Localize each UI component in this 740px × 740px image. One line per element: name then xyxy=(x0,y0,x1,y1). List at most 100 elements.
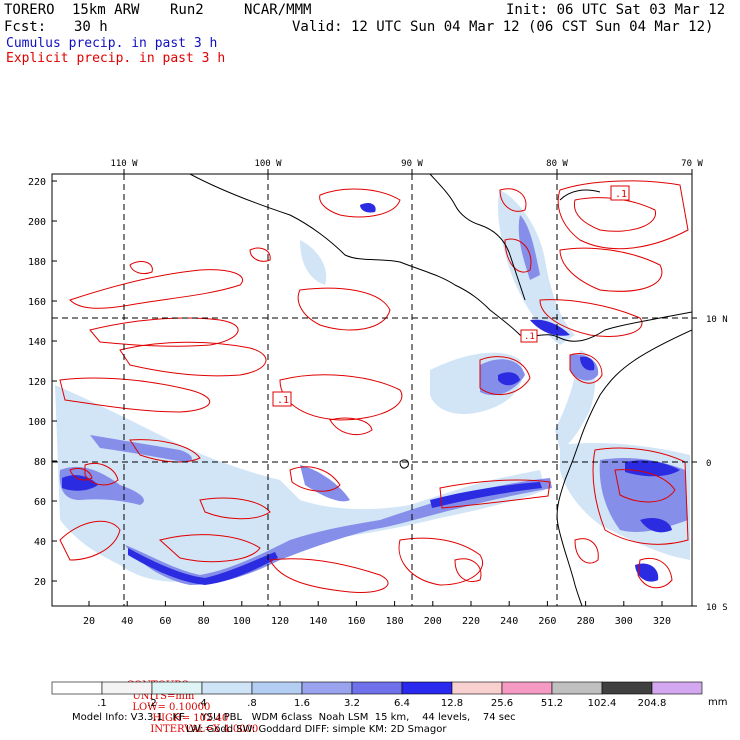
x-tick-label: 260 xyxy=(538,616,556,627)
contour-16 xyxy=(557,180,689,250)
y-tick-label: 160 xyxy=(28,297,46,308)
cumulus-core-7 xyxy=(640,518,672,533)
lat-label: 10 N xyxy=(706,315,728,325)
contour-13 xyxy=(269,558,389,594)
explicit-legend: Explicit precip. in past 3 h xyxy=(6,51,226,66)
y-tick-label: 180 xyxy=(28,257,46,268)
contour-5 xyxy=(297,287,391,331)
model-info-line: Model Info: V3.3.1 KF YSU PBL WDM 6class… xyxy=(72,712,516,723)
contour-33 xyxy=(129,261,153,275)
y-tick-label: 120 xyxy=(28,377,46,388)
y-tick-label: 60 xyxy=(34,497,46,508)
box-label-2: .1 xyxy=(610,185,630,201)
box-label-3: .1 xyxy=(520,329,538,343)
lon-label: 100 W xyxy=(254,159,282,169)
forecast-hours: 30 h xyxy=(74,19,108,35)
contour-15 xyxy=(454,558,482,583)
y-tick-label: 220 xyxy=(28,177,46,188)
bottom-x-axis: 20 40 60 80 100 120 140 160 180 200 220 240 260 280 30… xyxy=(83,601,671,627)
contour-24 xyxy=(614,469,676,503)
valid-time: Valid: 12 UTC Sun 04 Mar 12 (06 CST Sun … xyxy=(292,19,714,35)
contour-1 xyxy=(69,269,243,309)
x-tick-label: 240 xyxy=(500,616,518,627)
contour-6 xyxy=(279,374,403,421)
cumulus-core-10 xyxy=(530,319,570,336)
contour-10 xyxy=(69,467,93,481)
x-tick-label: 220 xyxy=(462,616,480,627)
contours-interval: INTERVAL=X 4.0000 xyxy=(150,724,259,735)
x-tick-label: 60 xyxy=(159,616,171,627)
x-tick-label: 120 xyxy=(271,616,289,627)
box-label-2-text: .1 xyxy=(615,189,627,200)
x-tick-label: 100 xyxy=(233,616,251,627)
physics-info-line: LW: Godd SW: Goddard DIFF: simple KM: 2D… xyxy=(186,724,447,735)
x-tick-label: 180 xyxy=(386,616,404,627)
cumulus-core-1 xyxy=(128,548,278,585)
x-tick-label: 300 xyxy=(615,616,633,627)
contour-32 xyxy=(249,247,271,262)
contour-7 xyxy=(329,417,373,436)
contour-3 xyxy=(119,341,267,377)
contour-9 xyxy=(84,463,119,486)
x-tick-label: 20 xyxy=(83,616,95,627)
contour-22 xyxy=(504,238,532,273)
x-tick-label: 200 xyxy=(424,616,442,627)
contour-25 xyxy=(637,557,673,589)
top-lon-axis: 110 W 100 W 90 W 80 W 70 W xyxy=(110,159,703,174)
lat-label: 10 S xyxy=(706,603,728,613)
contour-11 xyxy=(289,466,341,492)
y-tick-label: 200 xyxy=(28,217,46,228)
model-name: TORERO xyxy=(4,2,55,18)
contour-30 xyxy=(158,534,261,563)
left-y-axis: 220 200 180 160 140 120 100 80 60 40 20 xyxy=(28,177,57,588)
contour-4 xyxy=(59,377,211,413)
org-label: NCAR/MMM xyxy=(244,2,312,18)
run-label: Run2 xyxy=(170,2,204,18)
cumulus-legend: Cumulus precip. in past 3 h xyxy=(6,36,218,51)
contour-19 xyxy=(539,299,643,337)
contour-29 xyxy=(439,479,551,509)
y-tick-label: 40 xyxy=(34,537,46,548)
contour-14 xyxy=(398,537,483,586)
contour-21 xyxy=(499,188,527,212)
x-tick-label: 140 xyxy=(309,616,327,627)
cumulus-core-5 xyxy=(498,372,520,386)
y-tick-label: 140 xyxy=(28,337,46,348)
contour-8 xyxy=(129,439,201,463)
lat-label: 0 xyxy=(706,459,711,469)
lat-lon-grid xyxy=(52,174,692,606)
init-time: Init: 06 UTC Sat 03 Mar 12 xyxy=(506,2,726,18)
x-tick-label: 160 xyxy=(347,616,365,627)
x-tick-label: 40 xyxy=(121,616,133,627)
right-lat-axis: 10 N 0 10 S xyxy=(692,315,728,613)
box-label-1-text: .1 xyxy=(277,395,289,406)
cumulus-mid-area-6 xyxy=(518,215,540,280)
cumulus-light-area-5 xyxy=(300,240,327,285)
contours-low: LOW= 0.10000 xyxy=(132,702,211,713)
cumulus-core-8 xyxy=(635,563,659,582)
y-tick-label: 20 xyxy=(34,577,46,588)
contour-18 xyxy=(559,247,663,292)
lon-label: 110 W xyxy=(110,159,138,169)
contours-high: HIGH= 102.40 xyxy=(152,713,229,724)
contour-27 xyxy=(569,353,603,384)
cumulus-core-6 xyxy=(580,356,595,371)
coastline-cuba xyxy=(559,189,601,201)
box-label-3-text: .1 xyxy=(524,332,535,342)
coastline xyxy=(189,174,692,606)
cumulus-mid-area-4 xyxy=(599,458,688,532)
model-resolution: 15km ARW xyxy=(72,2,140,18)
lon-label: 80 W xyxy=(546,159,568,169)
contour-20 xyxy=(319,188,401,218)
cumulus-core-4 xyxy=(625,460,680,477)
coastline-south-america xyxy=(556,329,692,606)
coastline-galapagos xyxy=(399,459,409,469)
coastline-central-america xyxy=(189,174,692,342)
contour-12 xyxy=(59,520,121,561)
cumulus-mid-area-2 xyxy=(90,435,192,462)
map-frame xyxy=(51,173,693,607)
cumulus-core-2 xyxy=(430,482,542,508)
contour-28 xyxy=(479,356,531,396)
contour-31 xyxy=(199,497,271,520)
